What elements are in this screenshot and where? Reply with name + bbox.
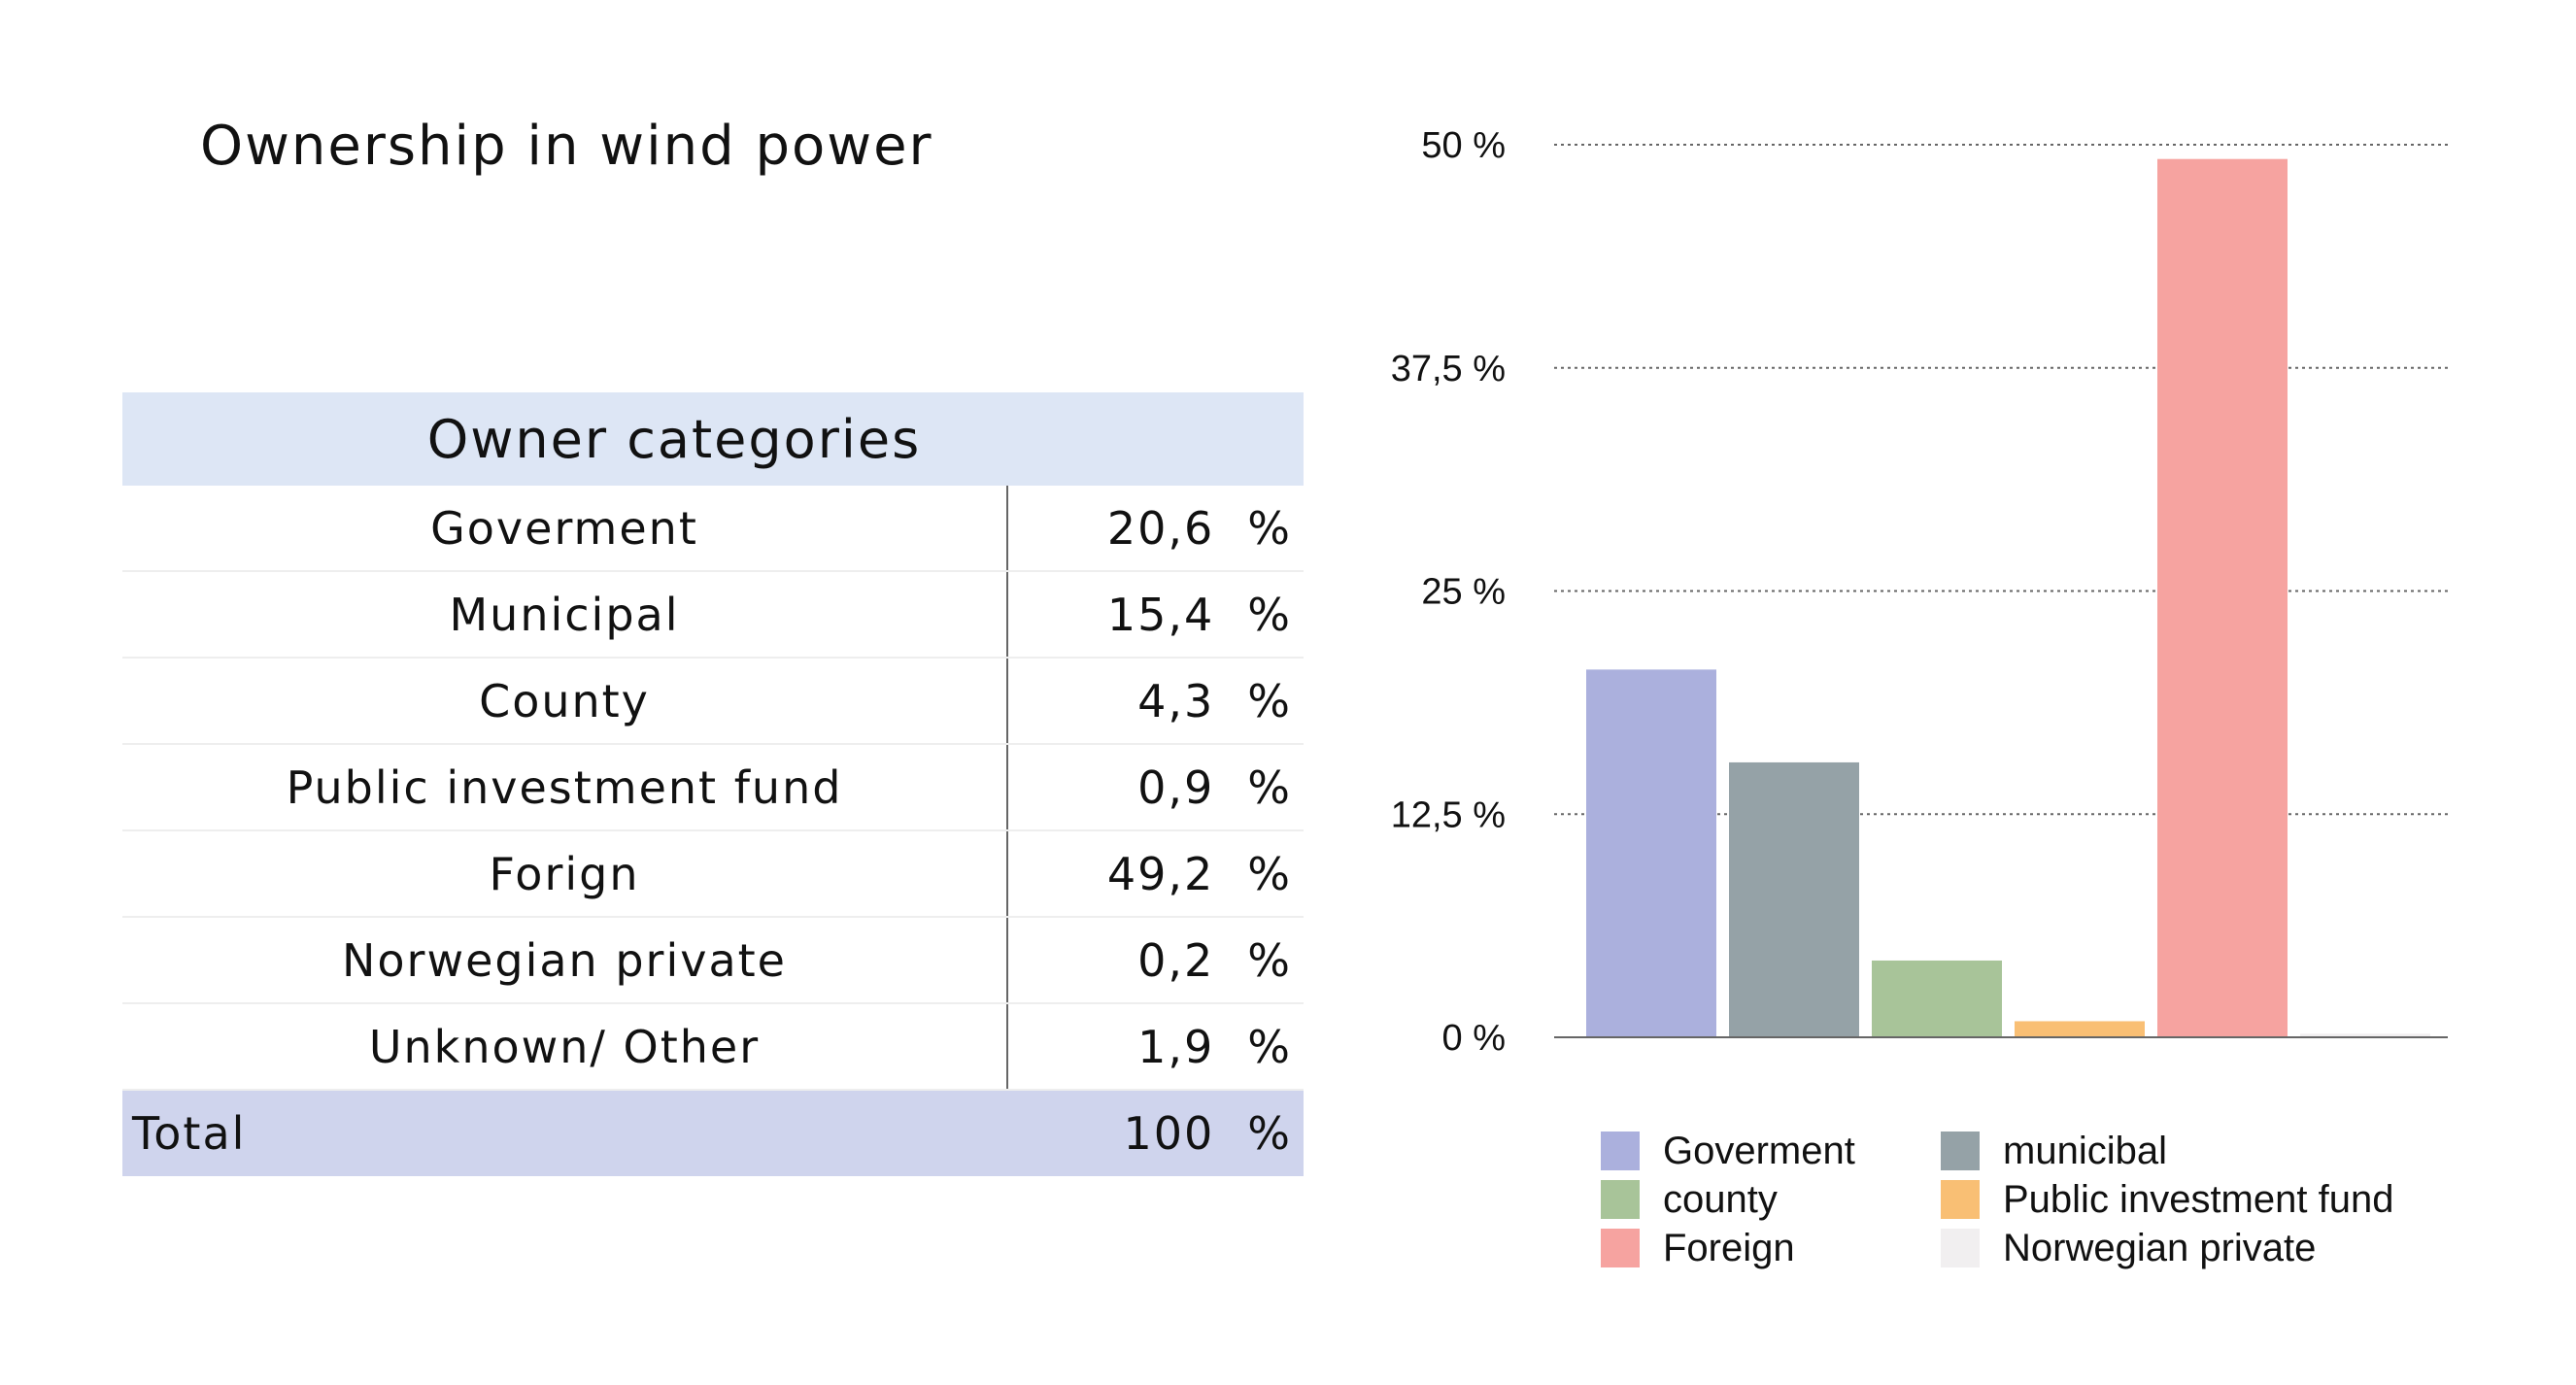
row-value: 4,3 (1137, 674, 1215, 727)
y-tick-label: 25 % (1421, 572, 1506, 613)
legend-label: county (1663, 1177, 1778, 1221)
row-value: 49,2 (1106, 847, 1215, 900)
table-header-label: Owner categories (426, 408, 922, 470)
bar (2157, 158, 2288, 1038)
row-unit: % (1247, 760, 1292, 814)
y-tick-label: 37,5 % (1391, 349, 1506, 389)
row-category: Forign (122, 831, 1008, 916)
total-label: Total (132, 1107, 247, 1160)
legend-swatch (1941, 1132, 1980, 1170)
y-tick-label: 0 % (1442, 1018, 1506, 1059)
bar (1586, 669, 1716, 1037)
chart-legend: Goverment municibal county Public investmen… (1601, 1129, 2456, 1270)
page-title: Ownership in wind power (200, 115, 933, 178)
legend-label: Public investment fund (2003, 1177, 2394, 1221)
table-row: Forign 49,2% (122, 831, 1304, 918)
legend-item: Public investment fund (1941, 1177, 2456, 1222)
row-unit: % (1247, 674, 1292, 727)
legend-label: Foreign (1663, 1226, 1795, 1269)
row-category: Municipal (122, 572, 1008, 657)
bar (2300, 1033, 2430, 1037)
bar (1872, 960, 2002, 1037)
total-value: 100 (1123, 1107, 1215, 1160)
table-row: Public investment fund 0,9% (122, 745, 1304, 831)
table-header: Owner categories (122, 392, 1304, 486)
row-category: County (122, 659, 1008, 743)
row-value: 1,9 (1137, 1020, 1215, 1073)
row-unit: % (1247, 1020, 1292, 1073)
table-body: Goverment 20,6% Municipal 15,4% County 4,3% Pu… (122, 486, 1304, 1091)
bar-chart: 0 % 12,5 % 25 % 37,5 % 50 % (1391, 125, 2448, 1059)
table-row: Norwegian private 0,2% (122, 918, 1304, 1004)
row-value-cell: 49,2% (1008, 848, 1304, 900)
row-value-cell: 1,9% (1008, 1021, 1304, 1073)
legend-swatch (1601, 1229, 1640, 1267)
legend-item: Norwegian private (1941, 1226, 2456, 1270)
legend-item: county (1601, 1177, 1941, 1222)
row-unit: % (1247, 588, 1292, 641)
legend-label: municibal (2003, 1129, 2167, 1172)
legend-item: Foreign (1601, 1226, 1941, 1270)
row-value-cell: 0,9% (1008, 761, 1304, 814)
row-category: Unknown/ Other (122, 1004, 1008, 1089)
row-value-cell: 20,6% (1008, 502, 1304, 555)
row-category: Public investment fund (122, 745, 1008, 829)
y-tick-label: 12,5 % (1391, 794, 1506, 835)
legend-label: Norwegian private (2003, 1226, 2317, 1269)
row-category: Norwegian private (122, 918, 1008, 1002)
table-total-row: Total 100% (122, 1091, 1304, 1176)
row-value: 20,6 (1106, 501, 1215, 555)
row-unit: % (1247, 501, 1292, 555)
legend-swatch (1601, 1180, 1640, 1219)
table-row: Unknown/ Other 1,9% (122, 1004, 1304, 1091)
legend-swatch (1941, 1180, 1980, 1219)
row-value-cell: 0,2% (1008, 934, 1304, 987)
y-tick-label: 50 % (1421, 125, 1506, 166)
row-value-cell: 4,3% (1008, 675, 1304, 727)
legend-item: municibal (1941, 1129, 2456, 1173)
row-unit: % (1247, 933, 1292, 987)
table-row: Municipal 15,4% (122, 572, 1304, 659)
table-row: Goverment 20,6% (122, 486, 1304, 572)
row-value: 15,4 (1106, 588, 1215, 641)
bar (2015, 1021, 2145, 1037)
legend-label: Goverment (1663, 1129, 1855, 1172)
legend-swatch (1941, 1229, 1980, 1267)
legend-swatch (1601, 1132, 1640, 1170)
table-row: County 4,3% (122, 659, 1304, 745)
row-value: 0,2 (1137, 933, 1215, 987)
row-category: Goverment (122, 486, 1008, 570)
row-value: 0,9 (1137, 760, 1215, 814)
owner-table: Owner categories Goverment 20,6% Municipal… (122, 392, 1304, 1176)
row-value-cell: 15,4% (1008, 589, 1304, 641)
row-unit: % (1247, 847, 1292, 900)
bar (1729, 761, 1859, 1037)
total-value-cell: 100% (1123, 1107, 1292, 1160)
total-unit: % (1247, 1107, 1292, 1160)
legend-item: Goverment (1601, 1129, 1941, 1173)
